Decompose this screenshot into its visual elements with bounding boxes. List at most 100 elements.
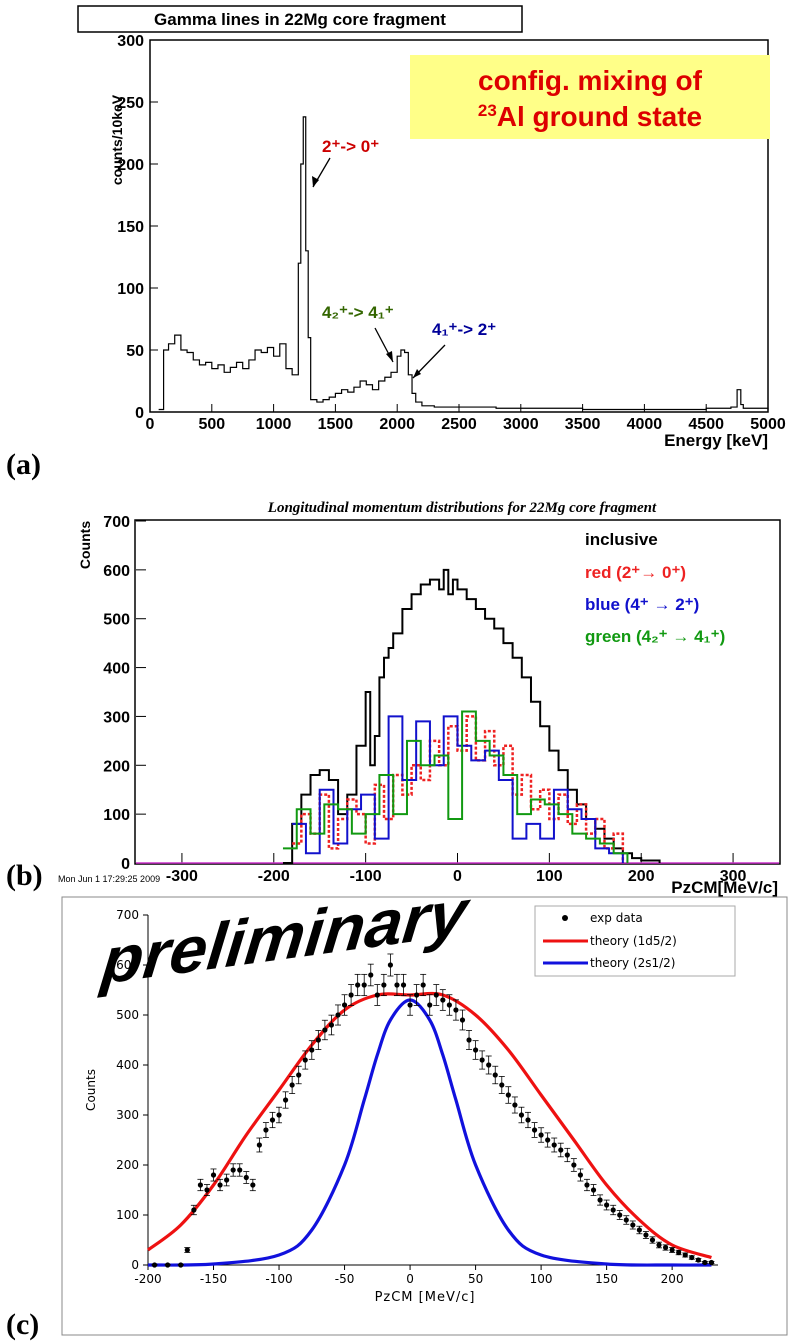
- legend-green: green (4₂⁺ → 4₁⁺): [585, 627, 725, 646]
- y-tick-label: 200: [116, 1158, 139, 1172]
- data-point: [479, 1057, 485, 1063]
- panel-b-label: (b): [6, 859, 43, 892]
- data-point: [512, 1102, 518, 1108]
- x-tick-label: -100: [350, 868, 382, 885]
- data-point: [224, 1177, 230, 1183]
- data-point: [604, 1202, 610, 1208]
- panel-a-title-box: [77, 5, 523, 33]
- panel-b-timestamp: Mon Jun 1 17:29:25 2009: [58, 874, 160, 884]
- x-tick-label: 0: [453, 868, 462, 885]
- x-tick-label: 0: [146, 416, 155, 433]
- data-point: [374, 992, 380, 998]
- x-tick-label: 5000: [750, 416, 786, 433]
- data-point: [538, 1132, 544, 1138]
- x-tick-label: 500: [198, 416, 225, 433]
- panel-b-ticks: -300 -200 -100 0 100 200 300 0 100 200 300 400 500 60…: [103, 514, 746, 885]
- panel-b-title: Longitudinal momentum distributions for …: [267, 500, 657, 516]
- data-point: [361, 982, 367, 988]
- data-point: [662, 1244, 669, 1251]
- annotation-2-0-arrowhead: [312, 176, 319, 187]
- legend-blue: blue (4⁺ → 2⁺): [585, 595, 699, 614]
- x-tick-label: 150: [595, 1272, 618, 1286]
- data-point: [256, 1142, 262, 1148]
- data-point: [518, 1112, 525, 1118]
- y-tick-label: 400: [103, 661, 130, 678]
- data-point: [400, 982, 407, 988]
- x-tick-label: 200: [661, 1272, 684, 1286]
- x-tick-label: 100: [536, 868, 563, 885]
- x-tick-label: -300: [166, 868, 198, 885]
- y-tick-label: 600: [103, 563, 130, 580]
- series-green: [282, 710, 629, 863]
- data-point: [414, 992, 420, 998]
- y-tick-label: 200: [103, 758, 130, 775]
- legend-inclusive: inclusive: [585, 530, 658, 549]
- y-tick-label: 600: [116, 958, 139, 972]
- panel-a-ylabel: counts/10keV: [109, 94, 125, 185]
- data-point: [525, 1117, 531, 1123]
- data-point: [217, 1182, 223, 1188]
- y-tick-label: 500: [103, 612, 130, 629]
- legend-theory-2s: theory (2s1/2): [590, 956, 675, 970]
- data-point: [453, 1007, 459, 1013]
- panel-b-series: [282, 568, 661, 864]
- data-point: [636, 1227, 642, 1233]
- data-point: [302, 1057, 308, 1063]
- x-tick-label: 200: [628, 868, 655, 885]
- panel-a-spectrum: [158, 116, 769, 411]
- x-tick-label: -200: [134, 1272, 161, 1286]
- y-tick-label: 50: [126, 343, 144, 360]
- series-red: [292, 715, 625, 863]
- legend-theory-1d: theory (1d5/2): [590, 934, 677, 948]
- panel-a-label: (a): [6, 448, 41, 481]
- annotation-4-4: 4₂⁺-> 4₁⁺: [322, 303, 394, 322]
- y-tick-label: 700: [103, 514, 130, 531]
- x-tick-label: -200: [258, 868, 290, 885]
- data-point: [315, 1037, 321, 1043]
- data-point: [669, 1247, 675, 1253]
- callout-sup: 23: [478, 101, 497, 120]
- data-point: [263, 1127, 269, 1133]
- panel-b-ylabel: Counts: [77, 521, 93, 569]
- annotation-4-2: 4₁⁺-> 2⁺: [432, 320, 496, 339]
- data-point: [230, 1167, 236, 1173]
- panel-a-callout-line1: config. mixing of: [478, 65, 703, 96]
- data-point: [656, 1242, 662, 1248]
- y-tick-label: 400: [116, 1058, 139, 1072]
- x-tick-label: 300: [720, 868, 747, 885]
- data-point: [702, 1259, 708, 1266]
- data-point: [617, 1212, 623, 1218]
- legend-exp-marker: [562, 915, 568, 921]
- callout-rest: Al ground state: [497, 101, 702, 132]
- x-tick-label: 4000: [627, 416, 663, 433]
- data-point: [328, 1022, 335, 1028]
- legend-red: red (2⁺→ 0⁺): [585, 563, 686, 582]
- data-point: [178, 1262, 184, 1268]
- data-point: [381, 982, 387, 988]
- panel-c-series: [147, 953, 715, 1268]
- data-point: [387, 962, 394, 968]
- data-point: [564, 1152, 570, 1158]
- data-point: [459, 1017, 466, 1023]
- panel-b-legend: inclusive red (2⁺→ 0⁺) blue (4⁺ → 2⁺) gr…: [585, 530, 725, 646]
- data-point: [296, 1072, 302, 1078]
- y-tick-label: 0: [131, 1258, 139, 1272]
- theory-curve-2: [147, 998, 712, 1267]
- data-point: [676, 1249, 682, 1256]
- data-point: [545, 1137, 551, 1143]
- data-point: [282, 1097, 289, 1103]
- panel-c-ylabel: Counts: [84, 1069, 98, 1111]
- y-tick-label: 150: [117, 219, 144, 236]
- y-tick-label: 700: [116, 908, 139, 922]
- data-point: [394, 982, 400, 988]
- data-point: [237, 1167, 243, 1173]
- y-tick-label: 300: [117, 33, 144, 50]
- x-tick-label: -150: [200, 1272, 227, 1286]
- panel-c-label: (c): [6, 1308, 39, 1341]
- data-point: [165, 1262, 171, 1268]
- data-point: [492, 1072, 498, 1078]
- x-tick-label: 2500: [441, 416, 477, 433]
- y-tick-label: 300: [103, 709, 130, 726]
- data-point: [558, 1147, 564, 1153]
- x-tick-label: 1000: [256, 416, 292, 433]
